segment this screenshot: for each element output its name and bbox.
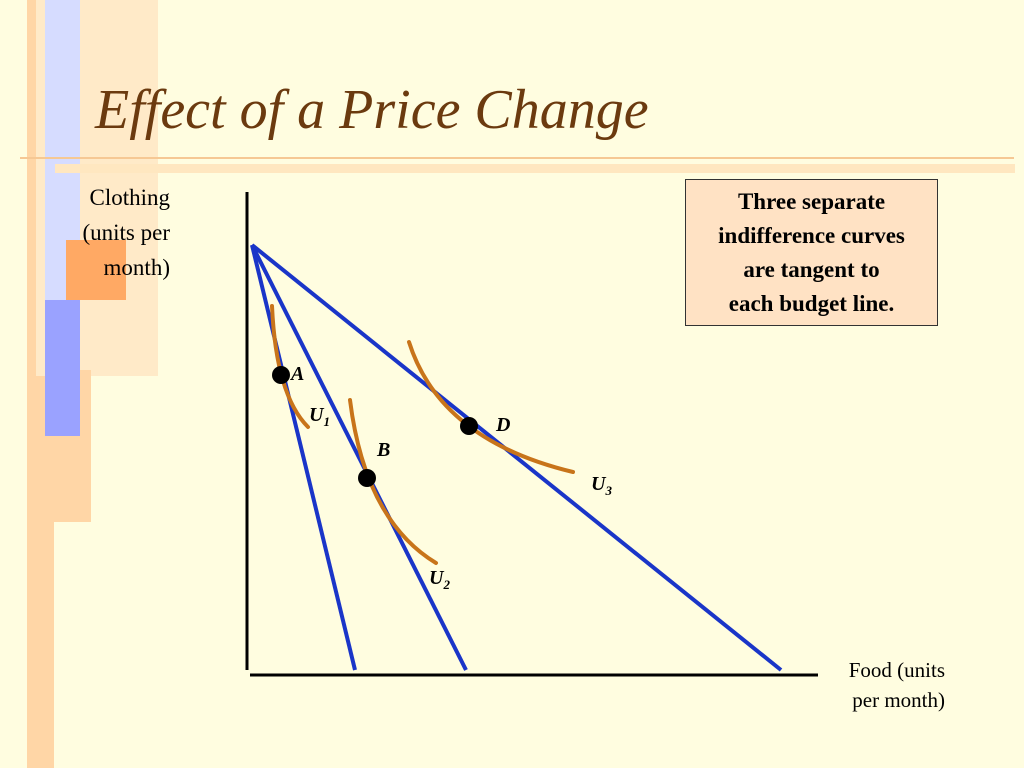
point-b-marker — [358, 469, 376, 487]
curve-u3-letter: U — [591, 473, 607, 495]
x-axis-label-line: per month) — [852, 688, 945, 712]
budget-line-2 — [250, 244, 468, 671]
point-b-label: B — [376, 439, 390, 461]
indifference-curve-u2 — [348, 398, 438, 565]
curve-u1-letter: U — [309, 404, 325, 426]
y-axis-label-line: month) — [103, 255, 170, 280]
x-axis-label-line: Food (units — [848, 658, 945, 682]
curve-u1-label: U1 — [309, 404, 330, 429]
curve-u2-letter: U — [429, 567, 445, 589]
deco-square-orange — [66, 240, 126, 300]
y-axis-label: Clothing (units per month) — [20, 180, 170, 285]
callout-box: Three separate indifference curves are t… — [685, 179, 938, 326]
point-a-label: A — [289, 363, 304, 385]
indifference-curve-u3 — [407, 340, 575, 474]
budget-line-1 — [250, 244, 357, 671]
point-d-marker — [460, 417, 478, 435]
point-a-marker — [272, 366, 290, 384]
callout-line: each budget line. — [728, 290, 895, 316]
callout-line: indifference curves — [718, 222, 905, 248]
callout-line: Three separate — [737, 188, 886, 214]
curve-u2-label: U2 — [429, 567, 450, 592]
y-axis-label-line: (units per — [82, 220, 170, 245]
callout-line: are tangent to — [743, 256, 880, 282]
deco-title-rule — [20, 157, 1014, 159]
y-axis-label-line: Clothing — [89, 185, 170, 210]
deco-bar-blue — [45, 300, 80, 436]
deco-title-rule-shadow — [55, 164, 1015, 173]
page-title: Effect of a Price Change — [95, 79, 649, 141]
curve-u3-label: U3 — [591, 473, 612, 498]
curve-u1-index: 1 — [323, 414, 330, 429]
curve-u2-index: 2 — [442, 577, 450, 592]
point-d-label: D — [495, 414, 510, 436]
x-axis-label: Food (units per month) — [815, 655, 945, 715]
budget-line-3 — [250, 243, 783, 672]
curve-u3-index: 3 — [604, 483, 612, 498]
